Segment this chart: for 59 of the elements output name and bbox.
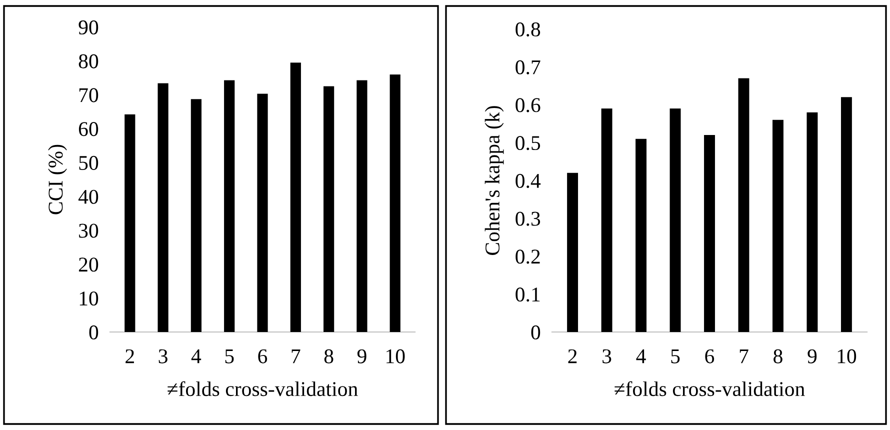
x-tick-label: 2 (126, 349, 134, 364)
x-tick-label: 9 (357, 349, 366, 364)
y-tick-label: 0.1 (516, 288, 540, 302)
bar (772, 120, 784, 332)
y-tick-label: 80 (78, 54, 98, 68)
x-tick-label: 7 (292, 349, 300, 364)
bar (840, 97, 852, 332)
bar (670, 108, 681, 332)
bar (601, 108, 612, 332)
x-tick-label: 8 (774, 349, 782, 364)
bar (124, 114, 136, 332)
x-tick-label: 6 (258, 349, 268, 364)
x-tick-label: 6 (705, 349, 714, 364)
y-tick-label: 0.6 (516, 98, 540, 112)
y-tick-label: 90 (78, 20, 98, 34)
x-tick-label: 5 (671, 349, 680, 364)
x-tick-label: 10 (386, 349, 405, 364)
y-tick-label: 0.5 (516, 136, 540, 150)
x-tick-label: 10 (838, 349, 856, 364)
bar (224, 80, 235, 332)
x-tick-label: 5 (225, 349, 234, 364)
x-tick-label: 4 (636, 349, 646, 364)
y-tick-label: 70 (79, 88, 98, 102)
bar (356, 80, 368, 332)
y-tick-label: 0 (531, 325, 540, 340)
y-tick-label: 40 (78, 190, 98, 204)
bar (257, 94, 268, 332)
y-tick-label: 50 (79, 156, 98, 170)
x-tick-label: 2 (568, 349, 577, 364)
bar (806, 112, 818, 332)
x-axis-title: ≠folds cross-validation (614, 381, 805, 396)
bar (290, 62, 301, 332)
y-tick-label: 0.8 (516, 22, 540, 37)
bar (324, 86, 334, 332)
y-tick-label: 10 (80, 291, 98, 306)
y-tick-label: 0.3 (516, 212, 540, 226)
x-tick-label: 7 (740, 349, 748, 364)
y-tick-label: 0.4 (516, 174, 541, 188)
bar (636, 138, 646, 332)
x-tick-label: 3 (602, 349, 612, 364)
y-tick-label: 0.2 (516, 250, 540, 264)
bar (158, 83, 168, 332)
x-tick-label: 3 (158, 349, 168, 364)
bar (390, 74, 400, 332)
y-tick-label: 60 (78, 122, 98, 136)
y-axis-title: Cohen's kappa (k) (484, 106, 504, 255)
bar (704, 135, 715, 332)
y-tick-label: 30 (79, 224, 98, 238)
x-tick-label: 9 (808, 349, 817, 364)
bar (567, 172, 578, 332)
bar (190, 99, 202, 332)
x-tick-label: 8 (324, 349, 334, 364)
bar (738, 78, 750, 332)
x-tick-label: 4 (191, 349, 202, 364)
y-tick-label: 0.7 (516, 60, 540, 74)
y-tick-label: 20 (78, 258, 98, 272)
x-axis-title: ≠folds cross-validation (168, 381, 358, 396)
y-axis-title: CCI (%) (48, 144, 67, 214)
y-tick-label: 0 (89, 325, 98, 340)
